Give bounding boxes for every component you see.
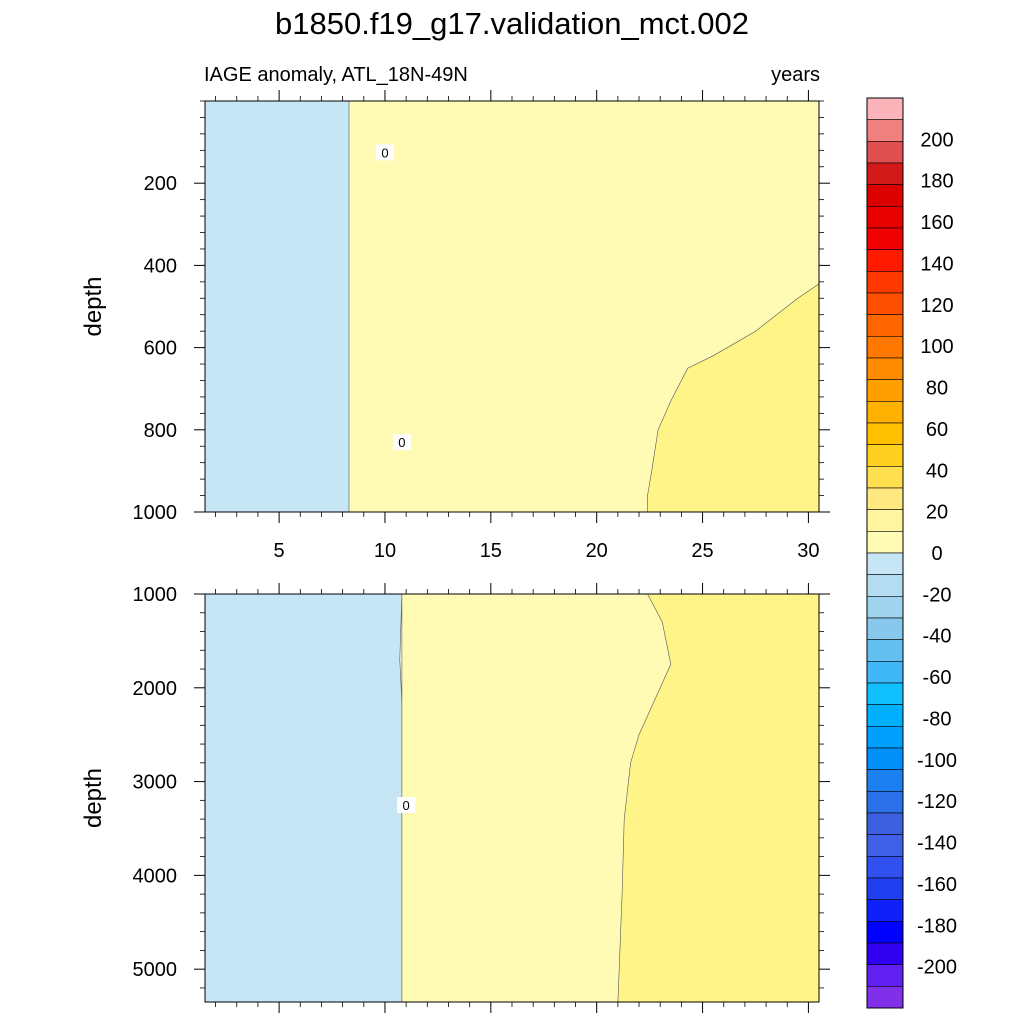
colorbar-swatch — [866, 791, 904, 814]
colorbar-label: 80 — [926, 378, 948, 400]
colorbar-label: -20 — [923, 584, 952, 606]
colorbar-swatch — [866, 856, 904, 879]
colorbar-swatch — [866, 336, 904, 359]
contour-region-1 — [205, 594, 407, 1002]
colorbar-swatch — [866, 206, 904, 229]
x-tick-label: 5 — [274, 540, 285, 562]
colorbar-label: -100 — [917, 750, 957, 772]
colorbar-label: 20 — [926, 502, 948, 524]
colorbar-swatch — [866, 704, 904, 727]
colorbar-swatch — [866, 97, 904, 120]
colorbar-label: 100 — [920, 336, 953, 358]
colorbar-swatch — [866, 401, 904, 424]
colorbar-swatch — [866, 292, 904, 315]
colorbar-swatch — [866, 184, 904, 207]
y-tick-label: 400 — [144, 255, 177, 277]
colorbar-swatch — [866, 899, 904, 922]
colorbar-label: 40 — [926, 460, 948, 482]
y-tick-label: 3000 — [133, 772, 178, 794]
colorbar-swatch — [866, 466, 904, 489]
colorbar-label: 160 — [920, 212, 953, 234]
colorbar-label: -40 — [923, 626, 952, 648]
colorbar-swatch — [866, 964, 904, 987]
figure-title: b1850.f19_g17.validation_mct.002 — [275, 6, 749, 41]
colorbar-swatch — [866, 834, 904, 857]
colorbar-swatch — [866, 942, 904, 965]
contour-label: 0 — [381, 145, 388, 160]
colorbar-swatch — [866, 487, 904, 510]
colorbar-swatch — [866, 227, 904, 250]
colorbar-swatch — [866, 747, 904, 770]
y-tick-label: 200 — [144, 173, 177, 195]
lower-contour-panel: 1000 2000 3000 4000 5000 depth 0 — [80, 583, 830, 1013]
colorbar-swatch — [866, 639, 904, 662]
x-tick-label: 25 — [691, 540, 713, 562]
y-axis-label: depth — [80, 276, 107, 336]
y-tick-label: 800 — [144, 420, 177, 442]
colorbar-label: 120 — [920, 295, 953, 317]
colorbar-label: -200 — [917, 957, 957, 979]
colorbar-swatch — [866, 379, 904, 402]
contour-label: 0 — [403, 798, 410, 813]
y-tick-label: 4000 — [133, 865, 178, 887]
colorbar: 200180160140120100806040200-20-40-60-80-… — [866, 97, 957, 1009]
colorbar-swatch — [866, 552, 904, 575]
colorbar-label: -80 — [923, 708, 952, 730]
y-tick-label: 1000 — [133, 584, 178, 606]
colorbar-swatch — [866, 271, 904, 294]
colorbar-swatch — [866, 444, 904, 467]
colorbar-swatch — [866, 596, 904, 619]
colorbar-label: 140 — [920, 253, 953, 275]
contour-label: 0 — [398, 435, 405, 450]
colorbar-swatch — [866, 682, 904, 705]
colorbar-label: -180 — [917, 915, 957, 937]
colorbar-label: -120 — [917, 791, 957, 813]
colorbar-swatch — [866, 574, 904, 597]
y-tick-label: 600 — [144, 338, 177, 360]
colorbar-swatch — [866, 769, 904, 792]
colorbar-swatch — [866, 661, 904, 684]
subtitle-left: IAGE anomaly, ATL_18N-49N — [204, 64, 468, 86]
colorbar-swatch — [866, 314, 904, 337]
y-tick-label: 2000 — [133, 678, 178, 700]
y-axis-label: depth — [80, 768, 107, 828]
y-tick-label: 1000 — [133, 502, 178, 524]
colorbar-swatch — [866, 357, 904, 380]
colorbar-swatch — [866, 119, 904, 142]
contour-region-3 — [617, 594, 819, 1002]
y-tick-label: 5000 — [133, 959, 178, 981]
colorbar-swatch — [866, 812, 904, 835]
subtitle-right: years — [771, 64, 820, 86]
upper-contour-panel: 5 10 15 20 25 30 200 400 600 800 1000 depth 0 0 — [80, 90, 830, 562]
contour-region-4 — [647, 283, 819, 512]
x-tick-label: 30 — [797, 540, 819, 562]
colorbar-swatch — [866, 509, 904, 532]
colorbar-label: 200 — [920, 129, 953, 151]
colorbar-swatch — [866, 249, 904, 272]
colorbar-swatch — [866, 986, 904, 1009]
colorbar-swatch — [866, 531, 904, 554]
x-tick-label: 15 — [480, 540, 502, 562]
colorbar-label: 0 — [931, 543, 942, 565]
colorbar-swatch — [866, 921, 904, 944]
colorbar-swatch — [866, 162, 904, 185]
colorbar-label: -140 — [917, 833, 957, 855]
colorbar-label: 180 — [920, 171, 953, 193]
colorbar-swatch — [866, 141, 904, 164]
colorbar-swatch — [866, 726, 904, 749]
colorbar-swatch — [866, 422, 904, 445]
colorbar-swatch — [866, 617, 904, 640]
x-tick-label: 20 — [586, 540, 608, 562]
colorbar-swatch — [866, 877, 904, 900]
colorbar-label: 60 — [926, 419, 948, 441]
colorbar-label: -160 — [917, 874, 957, 896]
x-tick-label: 10 — [374, 540, 396, 562]
colorbar-label: -60 — [923, 667, 952, 689]
